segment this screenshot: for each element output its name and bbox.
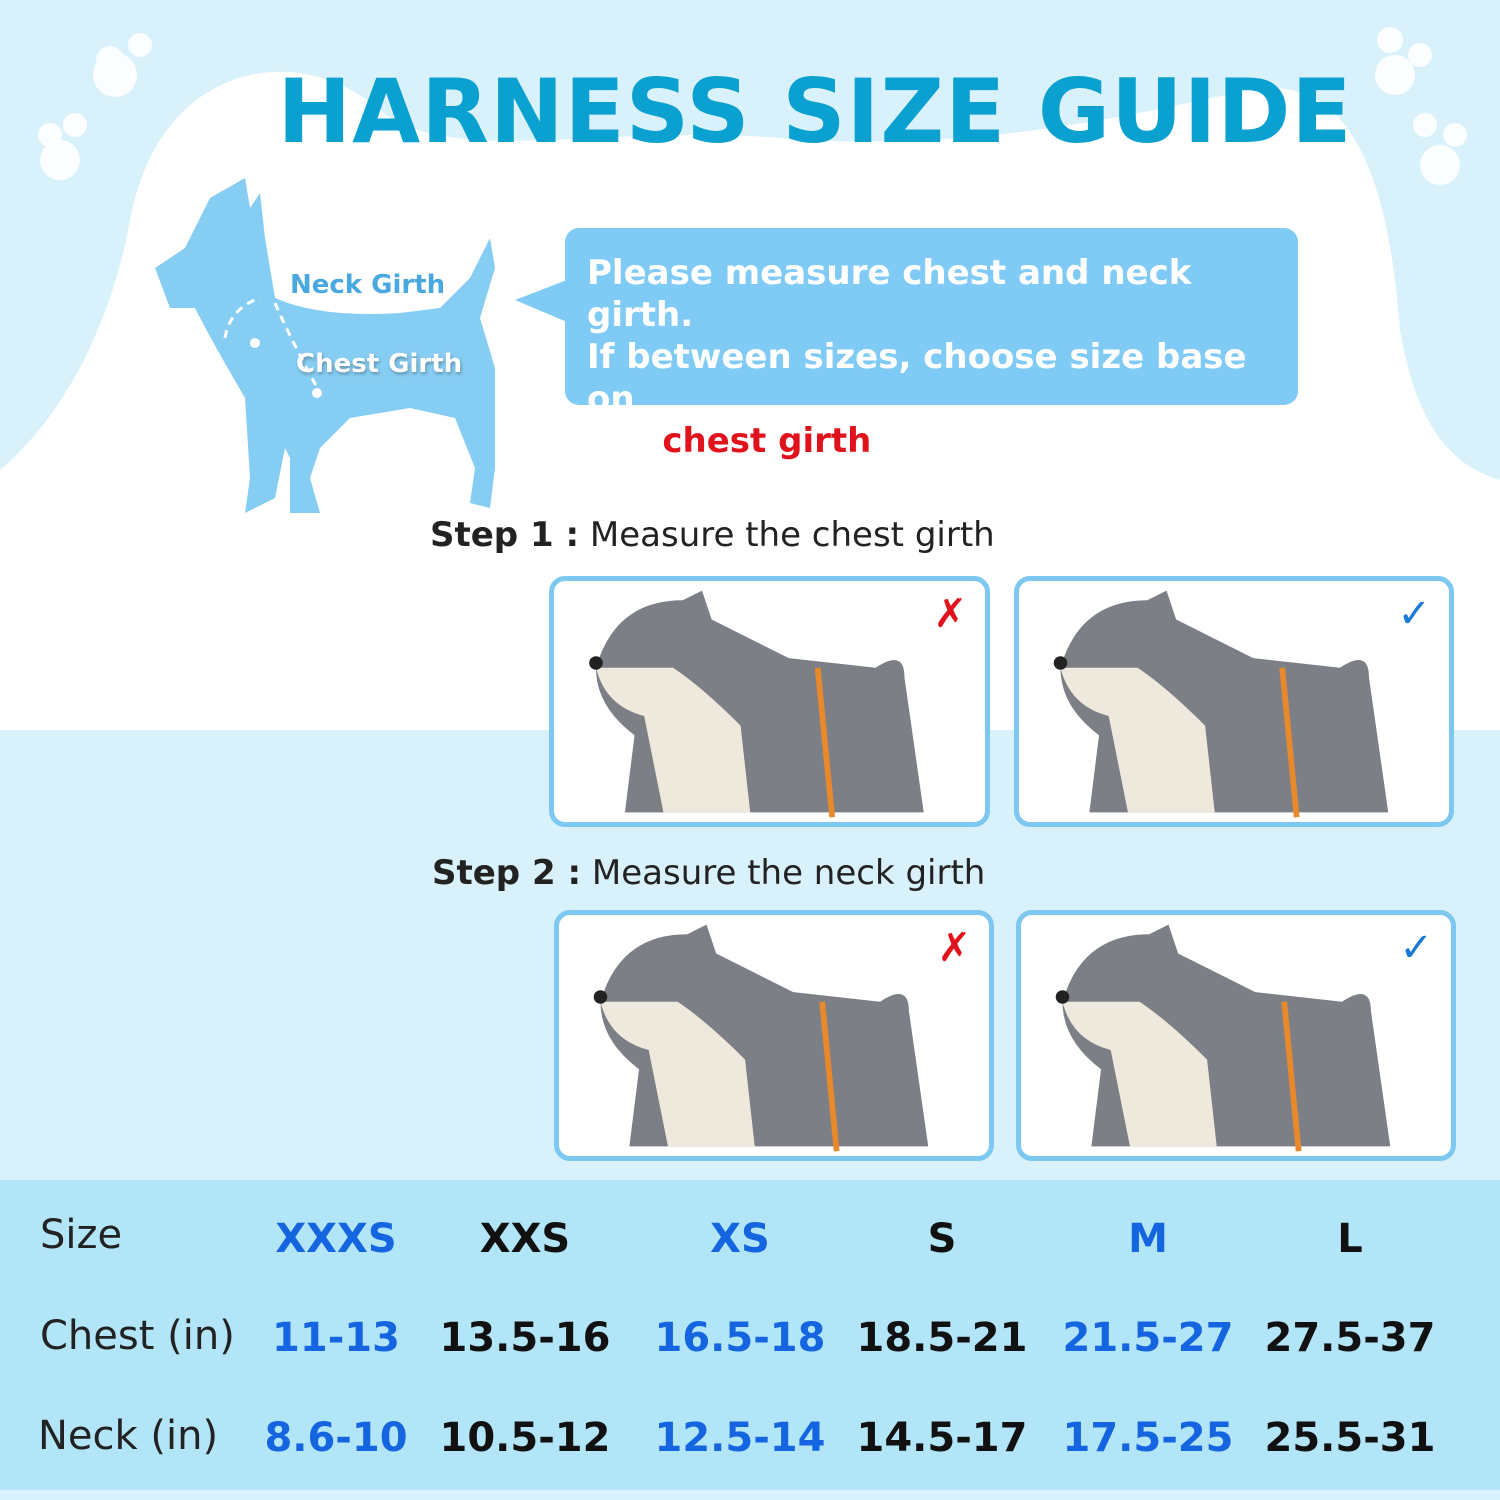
size-cell-size: XXXS [275,1216,397,1262]
chest-girth-label: Chest Girth [296,349,463,379]
row-label-size: Size [40,1212,123,1258]
size-cell-size: L [1337,1216,1363,1262]
step-1-correct-photo: ✓ [1014,576,1454,827]
size-cell-chest: 27.5-37 [1264,1315,1436,1361]
step-2-heading: Step 2 : Measure the neck girth [432,853,985,893]
step-2-label: Step 2 : [432,853,582,893]
step-1-heading: Step 1 : Measure the chest girth [430,515,995,555]
size-cell-chest: 21.5-27 [1062,1315,1234,1361]
size-cell-neck: 12.5-14 [654,1415,826,1461]
measurement-note: Please measure chest and neck girth. If … [565,228,1298,461]
size-table: Size Chest (in) Neck (in) XXXS 11-13 8.6-1… [0,1180,1500,1490]
size-cell-neck: 25.5-31 [1264,1415,1436,1461]
step-2-text: Measure the neck girth [591,853,986,893]
size-cell-neck: 10.5-12 [439,1415,611,1461]
size-cell-neck: 8.6-10 [264,1415,408,1461]
size-cell-neck: 14.5-17 [856,1415,1028,1461]
step-1-wrong-photo: ✗ [549,576,990,827]
blue-check-icon: ✓ [1399,925,1433,971]
dog-body-icon [155,178,495,513]
page-title: HARNESS SIZE GUIDE [277,60,1353,163]
speech-bubble-tail [515,280,567,322]
note-line-2: If between sizes, choose size base on [587,337,1247,419]
dog-silhouette-diagram [155,178,495,513]
size-cell-size: XS [710,1216,770,1262]
schnauzer-photo [1053,590,1389,818]
size-cell-neck: 17.5-25 [1062,1415,1234,1461]
step-1-label: Step 1 : [430,515,580,555]
note-line-3: the [587,421,663,461]
schnauzer-photo [589,590,924,818]
schnauzer-photo [1055,924,1391,1152]
step-1-text: Measure the chest girth [589,515,995,555]
neck-girth-label: Neck Girth [290,270,446,300]
size-cell-chest: 11-13 [272,1315,400,1361]
blue-check-icon: ✓ [1397,591,1431,637]
row-label-neck: Neck (in) [38,1413,219,1459]
step-2-wrong-photo: ✗ [554,910,994,1161]
size-cell-chest: 13.5-16 [439,1315,611,1361]
note-highlight: chest girth [662,421,872,461]
size-cell-size: M [1128,1216,1168,1262]
red-x-icon: ✗ [937,925,971,971]
size-cell-chest: 18.5-21 [856,1315,1028,1361]
paw-prints-decoration [38,27,1467,185]
row-label-chest: Chest (in) [40,1313,235,1359]
note-period: . [871,421,885,461]
size-cell-size: XXS [479,1216,571,1262]
note-line-1: Please measure chest and neck girth. [587,253,1192,335]
red-x-icon: ✗ [933,591,967,637]
step-2-correct-photo: ✓ [1016,910,1456,1161]
size-cell-size: S [927,1216,957,1262]
schnauzer-photo [593,924,929,1152]
size-cell-chest: 16.5-18 [654,1315,826,1361]
